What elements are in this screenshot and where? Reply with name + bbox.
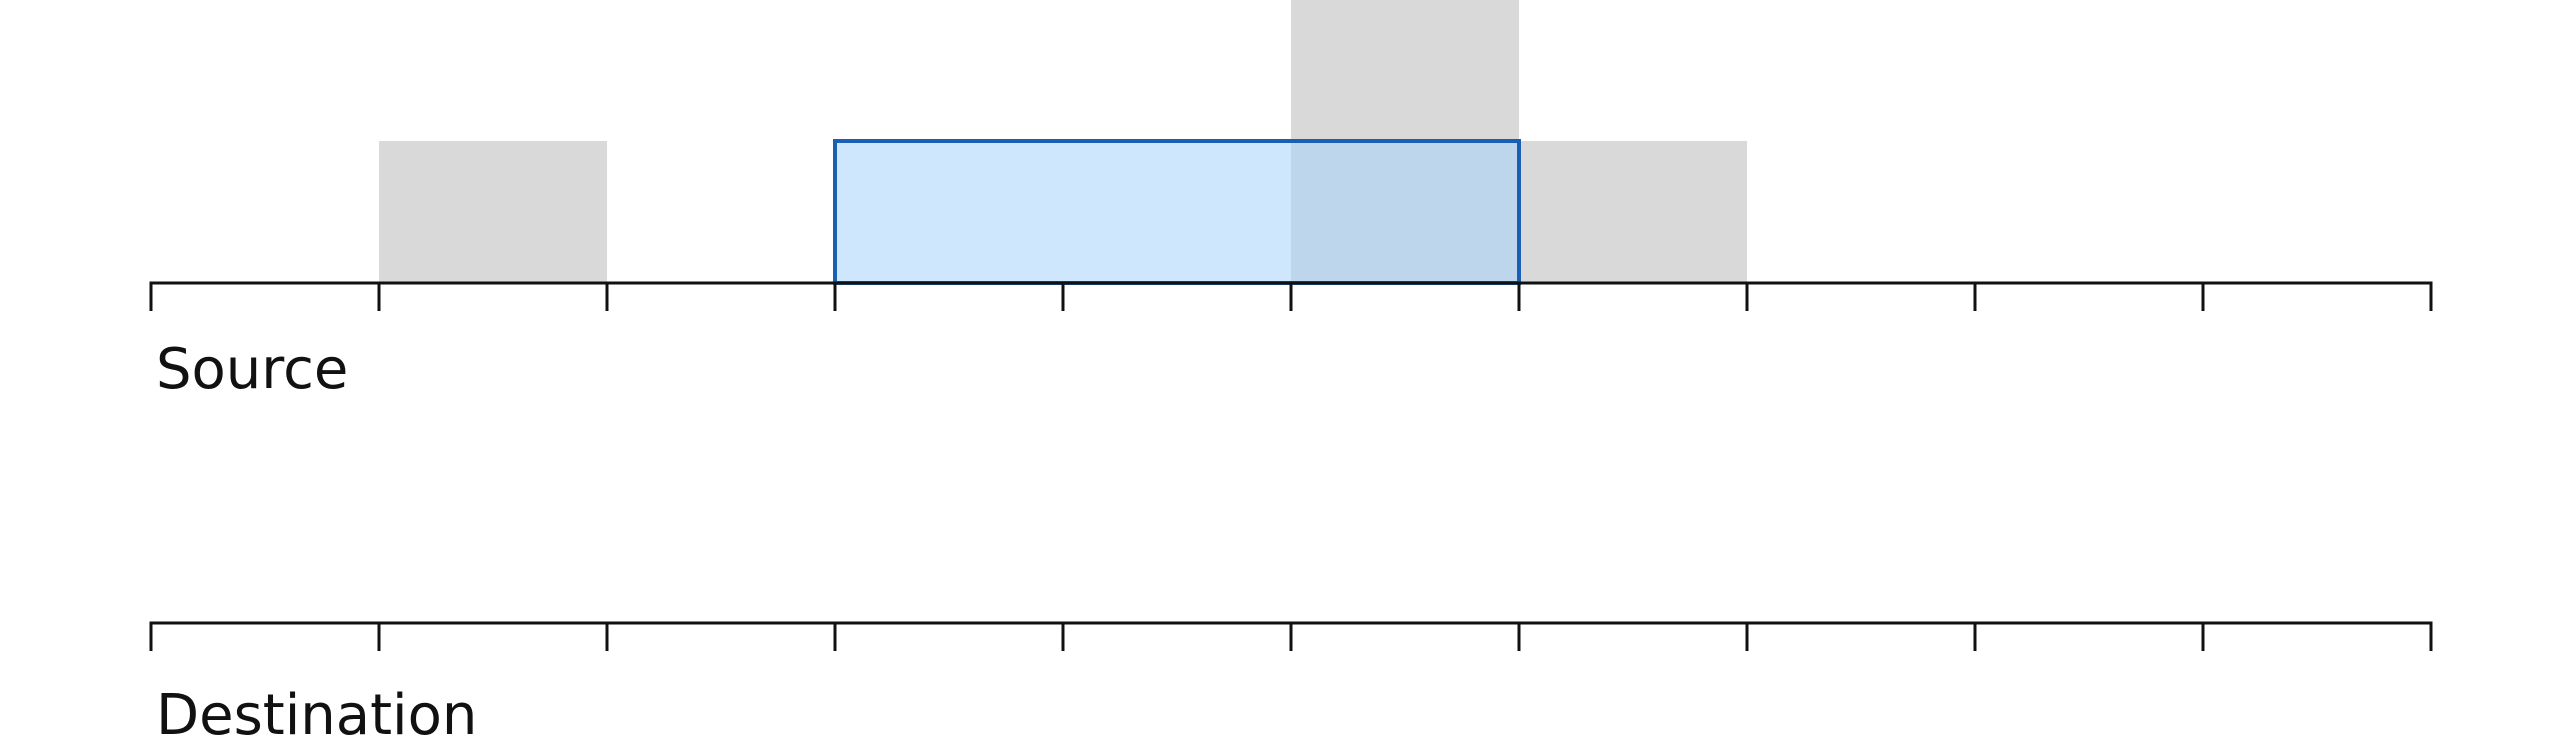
- source-track: Source: [149, 0, 2433, 402]
- destination-axis: [149, 621, 2433, 651]
- source-axis: [149, 281, 2433, 311]
- destination-label: Destination: [156, 683, 477, 742]
- source-label: Source: [156, 337, 348, 402]
- destination-track: Destination: [149, 621, 2433, 742]
- selection-box[interactable]: [833, 139, 1521, 285]
- source-block[interactable]: [1519, 141, 1747, 283]
- source-block[interactable]: [379, 141, 607, 283]
